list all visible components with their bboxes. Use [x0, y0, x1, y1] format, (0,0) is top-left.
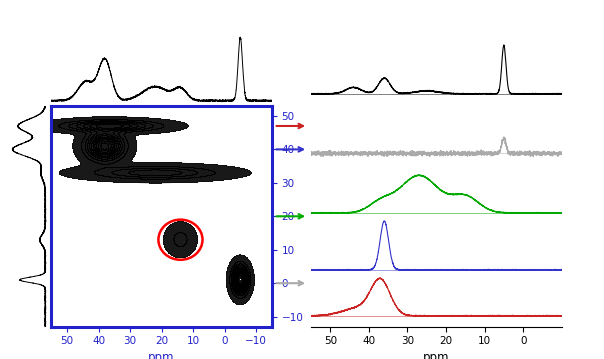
X-axis label: ppm: ppm	[149, 351, 175, 359]
Y-axis label: ppm: ppm	[307, 203, 321, 229]
X-axis label: ppm: ppm	[423, 351, 449, 359]
